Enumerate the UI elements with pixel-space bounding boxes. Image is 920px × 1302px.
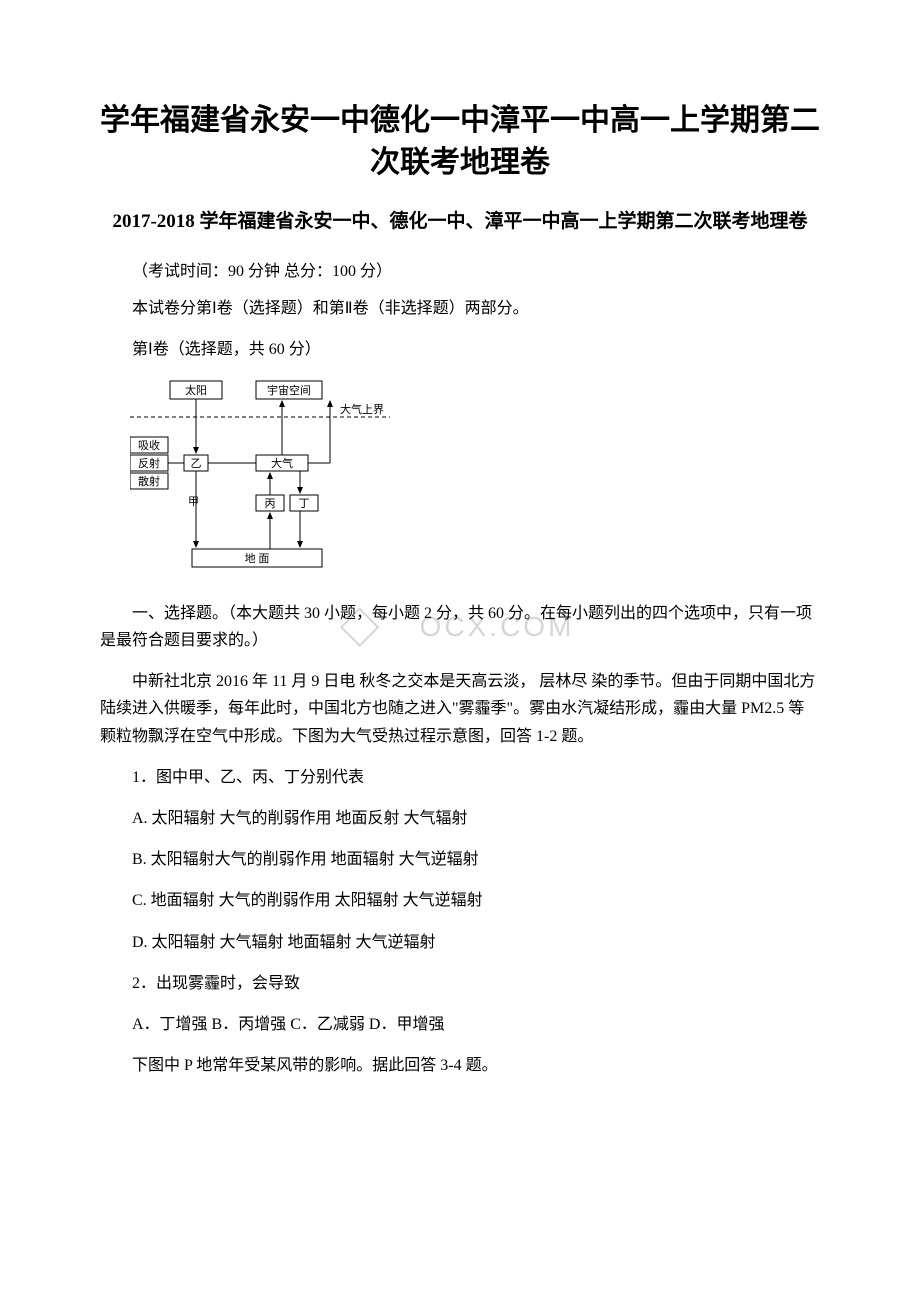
diagram-scatter-label: 散射 [138, 474, 160, 488]
q1-option-a: A. 太阳辐射 大气的削弱作用 地面反射 大气辐射 [100, 805, 820, 832]
passage-2: 下图中 P 地常年受某风带的影响。据此回答 3-4 题。 [100, 1052, 820, 1079]
diagram-yi-label: 乙 [191, 457, 202, 470]
diagram-jia-label: 甲 [188, 496, 199, 508]
page-title: 学年福建省永安一中德化一中漳平一中高一上学期第二次联考地理卷 [100, 100, 820, 184]
section-1-instructions-container: OCX.COM 一、选择题。（本大题共 30 小题，每小题 2 分，共 60 分… [100, 600, 820, 654]
q1-option-d: D. 太阳辐射 大气辐射 地面辐射 大气逆辐射 [100, 929, 820, 956]
q2-question: 2．出现雾霾时，会导致 [100, 970, 820, 997]
diagram-atmosphere-label: 大气 [271, 456, 293, 470]
diagram-reflect-label: 反射 [138, 456, 160, 470]
page-subtitle: 2017-2018 学年福建省永安一中、德化一中、漳平一中高一上学期第二次联考地… [100, 208, 820, 237]
diagram-absorb-label: 吸收 [138, 438, 160, 452]
diagram-ground-label: 地 面 [245, 552, 270, 565]
diagram-space-label: 宇宙空间 [267, 383, 311, 397]
section-1-label: 第Ⅰ卷（选择题，共 60 分） [100, 336, 820, 363]
diagram-bing-label: 丙 [265, 498, 276, 510]
q2-options: A．丁增强 B．丙增强 C．乙减弱 D．甲增强 [100, 1011, 820, 1038]
passage-1: 中新社北京 2016 年 11 月 9 日电 秋冬之交本是天高云淡， 层林尽 染… [100, 668, 820, 750]
q1-option-c: C. 地面辐射 大气的削弱作用 太阳辐射 大气逆辐射 [100, 887, 820, 914]
q1-option-b: B. 太阳辐射大气的削弱作用 地面辐射 大气逆辐射 [100, 846, 820, 873]
diagram-atmos-limit-label: 大气上界 [340, 402, 384, 416]
diagram-ding-label: 丁 [299, 498, 310, 510]
q1-question: 1．图中甲、乙、丙、丁分别代表 [100, 764, 820, 791]
exam-structure: 本试卷分第Ⅰ卷（选择题）和第Ⅱ卷（非选择题）两部分。 [100, 295, 820, 322]
atmosphere-diagram: 太阳 宇宙空间 大气上界 吸收 反射 散射 乙 大气 甲 丙 丁 [130, 377, 820, 582]
exam-meta: （考试时间：90 分钟 总分：100 分） [100, 257, 820, 281]
diagram-sun-label: 太阳 [185, 384, 207, 397]
section-1-instructions: 一、选择题。（本大题共 30 小题，每小题 2 分，共 60 分。在每小题列出的… [100, 605, 812, 649]
